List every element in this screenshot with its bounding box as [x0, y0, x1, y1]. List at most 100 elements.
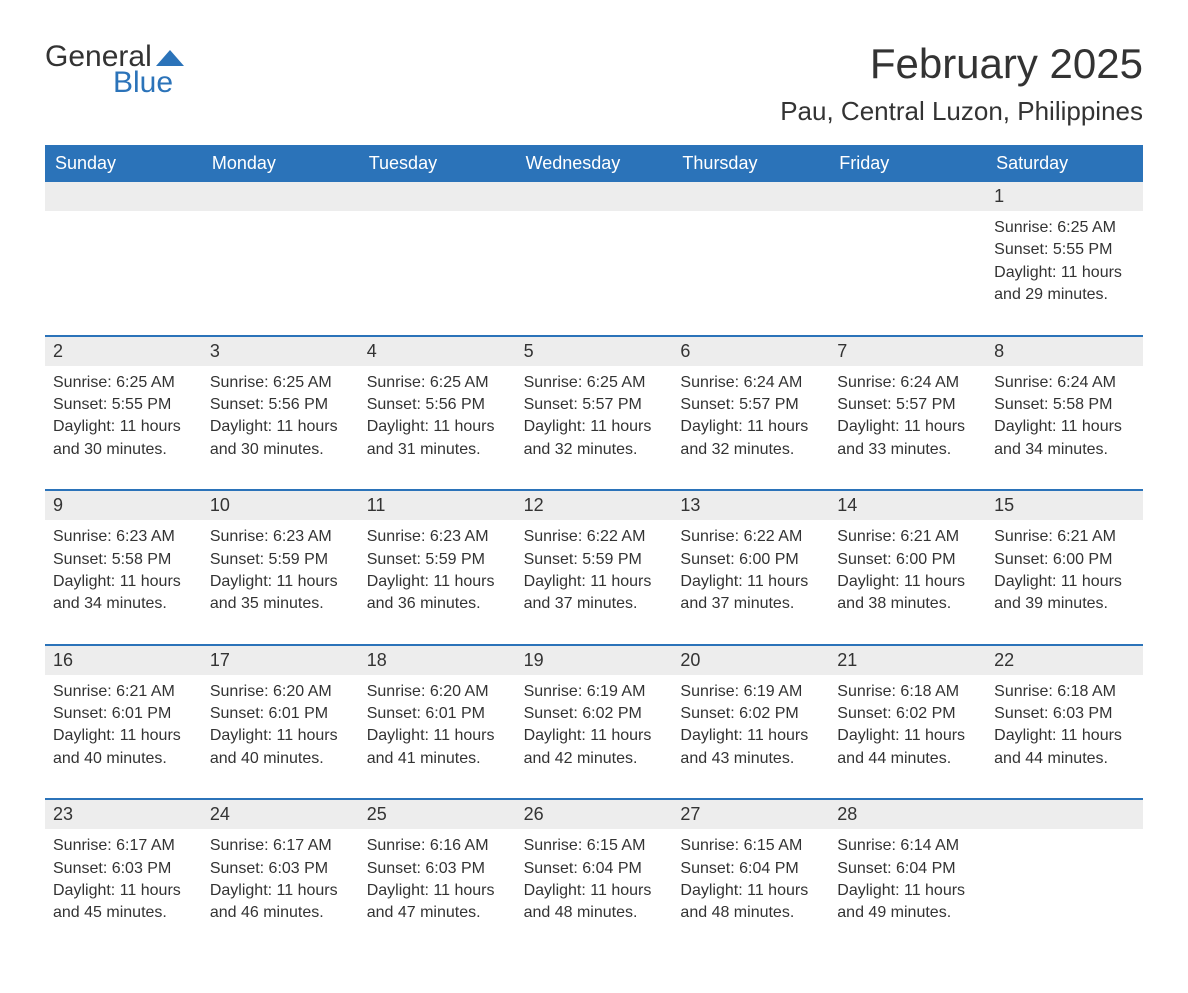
day-sunset: Sunset: 6:00 PM: [680, 549, 821, 571]
day-daylight: Daylight: 11 hours and 32 minutes.: [680, 416, 821, 461]
day-sunrise: Sunrise: 6:21 AM: [994, 526, 1135, 548]
daynum-band: 232425262728: [45, 800, 1143, 829]
day-content: Sunrise: 6:15 AMSunset: 6:04 PMDaylight:…: [672, 829, 829, 953]
day-daylight: Daylight: 11 hours and 38 minutes.: [837, 571, 978, 616]
day-sunset: Sunset: 6:04 PM: [837, 858, 978, 880]
day-content: [672, 211, 829, 335]
day-daylight: Daylight: 11 hours and 41 minutes.: [367, 725, 508, 770]
day-content: Sunrise: 6:23 AMSunset: 5:58 PMDaylight:…: [45, 520, 202, 644]
day-number: 10: [202, 491, 359, 520]
day-sunrise: Sunrise: 6:25 AM: [53, 372, 194, 394]
day-daylight: Daylight: 11 hours and 36 minutes.: [367, 571, 508, 616]
day-daylight: Daylight: 11 hours and 42 minutes.: [524, 725, 665, 770]
day-sunrise: Sunrise: 6:24 AM: [994, 372, 1135, 394]
day-content: Sunrise: 6:15 AMSunset: 6:04 PMDaylight:…: [516, 829, 673, 953]
day-header: Wednesday: [516, 145, 673, 182]
day-sunrise: Sunrise: 6:23 AM: [53, 526, 194, 548]
day-sunrise: Sunrise: 6:17 AM: [53, 835, 194, 857]
logo-text-blue: Blue: [113, 66, 173, 100]
week-row: 2345678Sunrise: 6:25 AMSunset: 5:55 PMDa…: [45, 335, 1143, 490]
day-number: 16: [45, 646, 202, 675]
day-daylight: Daylight: 11 hours and 31 minutes.: [367, 416, 508, 461]
day-sunrise: Sunrise: 6:24 AM: [680, 372, 821, 394]
day-daylight: Daylight: 11 hours and 46 minutes.: [210, 880, 351, 925]
day-content: Sunrise: 6:24 AMSunset: 5:58 PMDaylight:…: [986, 366, 1143, 490]
day-number: 2: [45, 337, 202, 366]
day-daylight: Daylight: 11 hours and 48 minutes.: [680, 880, 821, 925]
daynum-band: 2345678: [45, 337, 1143, 366]
header: General Blue February 2025 Pau, Central …: [45, 40, 1143, 127]
day-sunrise: Sunrise: 6:22 AM: [680, 526, 821, 548]
day-daylight: Daylight: 11 hours and 45 minutes.: [53, 880, 194, 925]
week-row: 1Sunrise: 6:25 AMSunset: 5:55 PMDaylight…: [45, 182, 1143, 335]
day-number: 19: [516, 646, 673, 675]
day-daylight: Daylight: 11 hours and 43 minutes.: [680, 725, 821, 770]
day-daylight: Daylight: 11 hours and 30 minutes.: [210, 416, 351, 461]
day-sunrise: Sunrise: 6:25 AM: [524, 372, 665, 394]
day-sunrise: Sunrise: 6:14 AM: [837, 835, 978, 857]
day-daylight: Daylight: 11 hours and 35 minutes.: [210, 571, 351, 616]
day-number: 1: [986, 182, 1143, 211]
day-header: Thursday: [672, 145, 829, 182]
day-number: [45, 182, 202, 211]
day-content: Sunrise: 6:21 AMSunset: 6:00 PMDaylight:…: [829, 520, 986, 644]
day-sunrise: Sunrise: 6:21 AM: [837, 526, 978, 548]
day-sunset: Sunset: 6:02 PM: [680, 703, 821, 725]
day-daylight: Daylight: 11 hours and 49 minutes.: [837, 880, 978, 925]
day-daylight: Daylight: 11 hours and 44 minutes.: [837, 725, 978, 770]
day-sunset: Sunset: 6:02 PM: [524, 703, 665, 725]
day-daylight: Daylight: 11 hours and 37 minutes.: [680, 571, 821, 616]
day-sunset: Sunset: 6:03 PM: [367, 858, 508, 880]
day-sunset: Sunset: 6:03 PM: [210, 858, 351, 880]
day-sunrise: Sunrise: 6:18 AM: [994, 681, 1135, 703]
day-daylight: Daylight: 11 hours and 47 minutes.: [367, 880, 508, 925]
day-content: Sunrise: 6:25 AMSunset: 5:57 PMDaylight:…: [516, 366, 673, 490]
day-sunset: Sunset: 5:57 PM: [837, 394, 978, 416]
content-band: Sunrise: 6:25 AMSunset: 5:55 PMDaylight:…: [45, 211, 1143, 335]
day-content: Sunrise: 6:17 AMSunset: 6:03 PMDaylight:…: [202, 829, 359, 953]
day-sunset: Sunset: 5:56 PM: [367, 394, 508, 416]
day-sunset: Sunset: 6:00 PM: [837, 549, 978, 571]
day-sunrise: Sunrise: 6:20 AM: [367, 681, 508, 703]
day-sunset: Sunset: 6:03 PM: [994, 703, 1135, 725]
month-title: February 2025: [780, 40, 1143, 88]
day-number: 21: [829, 646, 986, 675]
day-content: [45, 211, 202, 335]
day-header-row: SundayMondayTuesdayWednesdayThursdayFrid…: [45, 145, 1143, 182]
day-number: 4: [359, 337, 516, 366]
title-block: February 2025 Pau, Central Luzon, Philip…: [780, 40, 1143, 127]
day-daylight: Daylight: 11 hours and 34 minutes.: [994, 416, 1135, 461]
day-sunrise: Sunrise: 6:15 AM: [524, 835, 665, 857]
day-daylight: Daylight: 11 hours and 30 minutes.: [53, 416, 194, 461]
day-number: 12: [516, 491, 673, 520]
day-number: [202, 182, 359, 211]
content-band: Sunrise: 6:17 AMSunset: 6:03 PMDaylight:…: [45, 829, 1143, 953]
day-header: Friday: [829, 145, 986, 182]
day-content: Sunrise: 6:25 AMSunset: 5:55 PMDaylight:…: [986, 211, 1143, 335]
day-daylight: Daylight: 11 hours and 29 minutes.: [994, 262, 1135, 307]
day-number: [829, 182, 986, 211]
day-content: Sunrise: 6:25 AMSunset: 5:56 PMDaylight:…: [202, 366, 359, 490]
day-number: 14: [829, 491, 986, 520]
day-sunrise: Sunrise: 6:25 AM: [367, 372, 508, 394]
day-sunrise: Sunrise: 6:17 AM: [210, 835, 351, 857]
day-content: [516, 211, 673, 335]
day-daylight: Daylight: 11 hours and 34 minutes.: [53, 571, 194, 616]
day-content: Sunrise: 6:20 AMSunset: 6:01 PMDaylight:…: [202, 675, 359, 799]
day-number: [359, 182, 516, 211]
location: Pau, Central Luzon, Philippines: [780, 96, 1143, 127]
day-content: Sunrise: 6:14 AMSunset: 6:04 PMDaylight:…: [829, 829, 986, 953]
day-number: 6: [672, 337, 829, 366]
day-sunset: Sunset: 6:04 PM: [524, 858, 665, 880]
day-header: Monday: [202, 145, 359, 182]
day-sunset: Sunset: 5:59 PM: [210, 549, 351, 571]
day-number: 5: [516, 337, 673, 366]
day-content: Sunrise: 6:21 AMSunset: 6:01 PMDaylight:…: [45, 675, 202, 799]
day-number: [672, 182, 829, 211]
day-content: Sunrise: 6:24 AMSunset: 5:57 PMDaylight:…: [829, 366, 986, 490]
day-sunrise: Sunrise: 6:25 AM: [994, 217, 1135, 239]
day-sunset: Sunset: 6:03 PM: [53, 858, 194, 880]
day-daylight: Daylight: 11 hours and 44 minutes.: [994, 725, 1135, 770]
day-number: 23: [45, 800, 202, 829]
day-sunrise: Sunrise: 6:24 AM: [837, 372, 978, 394]
